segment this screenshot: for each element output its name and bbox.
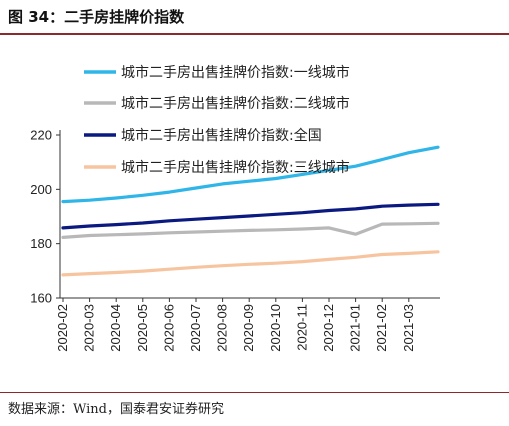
chart-axes: 160 180 200 220 2020-02 2020-03 2020-04 2020-05… [30,128,440,352]
x-tick-label: 2020-08 [215,304,230,352]
series-line [61,250,440,277]
legend-label: 城市二手房出售挂牌价指数:二线城市 [121,95,350,112]
series-line [61,145,440,204]
figure-title: 图 34：二手房挂牌价指数 [8,8,185,26]
legend-label: 城市二手房出售挂牌价指数:全国 [121,127,322,144]
x-tick-label: 2020-12 [321,304,336,352]
x-tick-label: 2020-06 [161,304,176,352]
x-tick-label: 2020-07 [188,304,203,352]
title-rule [0,33,509,35]
y-tick-label: 160 [30,291,52,306]
series-line [61,202,440,230]
x-tick-label: 2020-02 [55,304,70,352]
x-tick-label: 2020-09 [241,304,256,352]
x-tick-label: 2021-03 [401,304,416,352]
legend-label: 城市二手房出售挂牌价指数:三线城市 [121,159,350,176]
chart-legend: 城市二手房出售挂牌价指数:一线城市城市二手房出售挂牌价指数:二线城市城市二手房出… [84,64,350,176]
x-tick-label: 2020-10 [268,304,283,352]
x-tick-label: 2020-05 [135,304,150,352]
series-line [61,221,440,239]
source-rule [0,392,509,393]
x-tick-label: 2020-03 [82,304,97,352]
figure-source: 数据来源：Wind，国泰君安证券研究 [8,402,224,417]
x-tick-label: 2021-02 [374,304,389,352]
series-layer [61,145,440,277]
x-tick-label: 2021-01 [348,304,363,352]
y-tick-label: 200 [30,182,52,197]
y-tick-label: 180 [30,236,52,251]
y-tick-label: 220 [30,128,52,143]
legend-label: 城市二手房出售挂牌价指数:一线城市 [121,64,350,81]
x-tick-label: 2020-11 [294,304,309,351]
x-tick-label: 2020-04 [108,304,123,352]
